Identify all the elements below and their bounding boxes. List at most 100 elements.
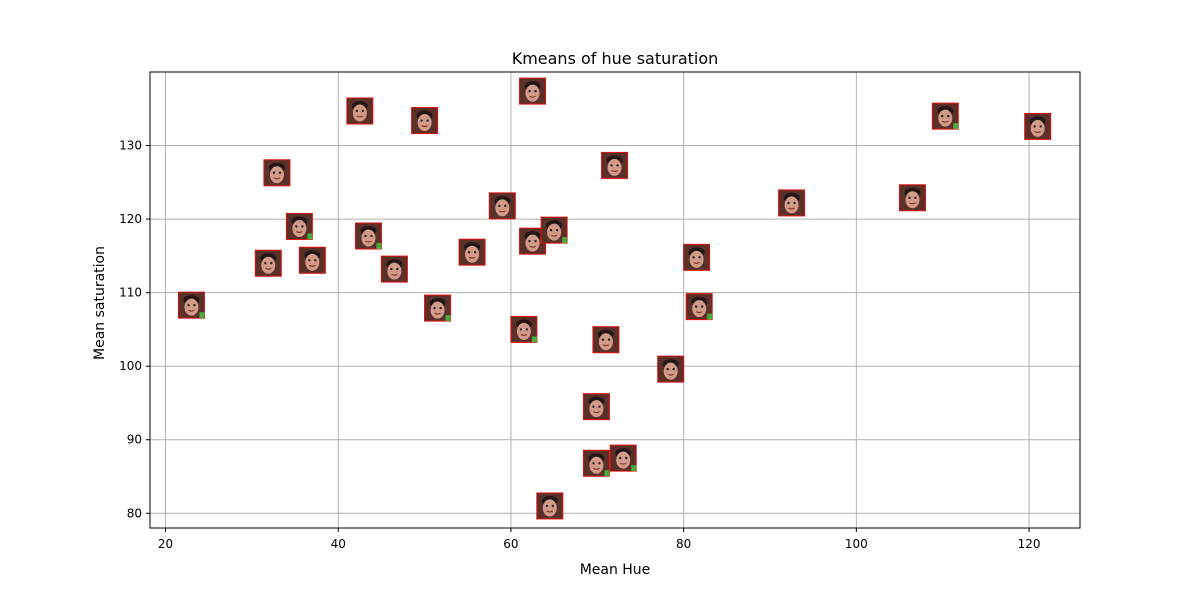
grid-lines	[150, 72, 1080, 528]
data-point-face-thumbnail	[519, 227, 547, 255]
thumbnail-fringe	[199, 312, 205, 319]
thumbnail-eye	[528, 239, 531, 243]
thumbnail-mouth	[1034, 130, 1041, 133]
thumbnail-eye	[278, 171, 282, 174]
thumbnail-face	[905, 191, 920, 209]
y-tick-label: 90	[127, 433, 142, 447]
thumbnail-mouth	[296, 231, 303, 233]
thumbnail-eye	[592, 405, 595, 408]
thumbnail-eye	[270, 262, 273, 265]
thumbnail-mouth	[619, 462, 627, 465]
data-point-face-thumbnail	[540, 216, 568, 244]
data-point-face-thumbnail	[582, 393, 610, 421]
data-point-face-thumbnail	[519, 77, 547, 105]
thumbnail-face	[465, 245, 480, 263]
thumbnail-eye	[601, 338, 605, 341]
data-point-face-thumbnail	[582, 449, 610, 477]
thumbnail-mouth	[611, 169, 618, 172]
thumbnail-eye	[692, 256, 695, 259]
thumbnail-mouth	[529, 95, 536, 98]
thumbnail-eye	[793, 201, 796, 205]
data-point-face-thumbnail	[657, 355, 685, 383]
thumbnail-eye	[498, 204, 501, 208]
thumbnail-eye	[941, 114, 944, 118]
thumbnail-eye	[1033, 125, 1036, 128]
thumbnail-face	[938, 109, 953, 127]
y-tick-label: 80	[127, 506, 142, 520]
y-axis-label: Mean saturation	[92, 246, 108, 360]
thumbnail-eye	[525, 328, 529, 331]
thumbnail-mouth	[468, 256, 476, 259]
thumbnail-face	[616, 451, 631, 469]
data-point-face-thumbnail	[458, 238, 486, 266]
thumbnail-mouth	[550, 234, 558, 237]
thumbnail-mouth	[529, 245, 536, 248]
thumbnail-eye	[390, 267, 393, 271]
thumbnail-fringe	[631, 465, 637, 472]
thumbnail-face	[547, 223, 562, 241]
data-point-face-thumbnail	[592, 326, 620, 354]
thumbnail-mouth	[265, 267, 272, 270]
thumbnail-eye	[420, 119, 423, 122]
thumbnail-eye	[947, 114, 950, 118]
thumbnail-mouth	[365, 240, 372, 243]
thumbnail-eye	[301, 225, 304, 228]
axis-ticks: 20 40 60 80 100 120 80 90 100 110 120 130	[119, 139, 1040, 551]
data-point-face-thumbnail	[285, 212, 313, 240]
y-tick-label: 100	[119, 359, 142, 373]
thumbnail-mouth	[391, 273, 398, 276]
thumbnail-eye	[787, 201, 790, 205]
data-point-face-thumbnail	[380, 255, 408, 283]
data-point-face-thumbnail	[685, 293, 713, 321]
thumbnail-face	[430, 301, 445, 319]
data-point-face-thumbnail	[354, 222, 382, 250]
thumbnail-eye	[607, 338, 611, 341]
thumbnail-face	[269, 166, 284, 184]
thumbnail-eye	[549, 228, 553, 232]
thumbnail-eye	[264, 262, 267, 265]
thumbnail-mouth	[499, 210, 506, 213]
thumbnail-eye	[396, 267, 399, 271]
y-tick-label: 110	[119, 286, 142, 300]
thumbnail-eye	[672, 367, 675, 371]
thumbnail-face	[589, 400, 604, 418]
thumbnail-mouth	[942, 120, 949, 123]
thumbnail-eye	[534, 89, 537, 93]
thumbnail-eye	[439, 306, 442, 310]
thumbnail-mouth	[602, 344, 610, 347]
thumbnail-fringe	[445, 315, 451, 322]
thumbnail-eye	[467, 250, 471, 254]
thumbnail-eye	[187, 303, 190, 307]
thumbnail-eye	[473, 250, 477, 254]
data-point-face-thumbnail	[601, 151, 629, 179]
thumbnail-eye	[193, 303, 196, 307]
thumbnail-eye	[370, 234, 373, 238]
thumbnail-face	[663, 362, 678, 380]
data-points	[177, 77, 1052, 520]
thumbnail-face	[589, 456, 604, 474]
data-point-face-thumbnail	[254, 249, 282, 277]
thumbnail-fringe	[562, 237, 568, 244]
thumbnail-face	[525, 84, 540, 102]
thumbnail-face	[598, 333, 613, 351]
data-point-face-thumbnail	[411, 107, 439, 135]
thumbnail-mouth	[434, 312, 441, 315]
thumbnail-mouth	[273, 177, 281, 180]
thumbnail-face	[689, 250, 704, 268]
thumbnail-fringe	[953, 123, 959, 130]
thumbnail-fringe	[531, 336, 537, 343]
thumbnail-eye	[551, 504, 555, 508]
thumbnail-eye	[555, 228, 559, 232]
data-point-face-thumbnail	[488, 192, 516, 220]
data-point-face-thumbnail	[510, 315, 538, 343]
data-point-face-thumbnail	[263, 159, 291, 187]
thumbnail-eye	[616, 164, 619, 167]
thumbnail-eye	[619, 456, 622, 460]
data-point-face-thumbnail	[1024, 112, 1052, 140]
thumbnail-face	[352, 104, 367, 122]
thumbnail-mouth	[788, 207, 795, 210]
thumbnail-eye	[592, 462, 595, 465]
thumbnail-face	[542, 499, 557, 517]
thumbnail-face	[417, 114, 432, 132]
